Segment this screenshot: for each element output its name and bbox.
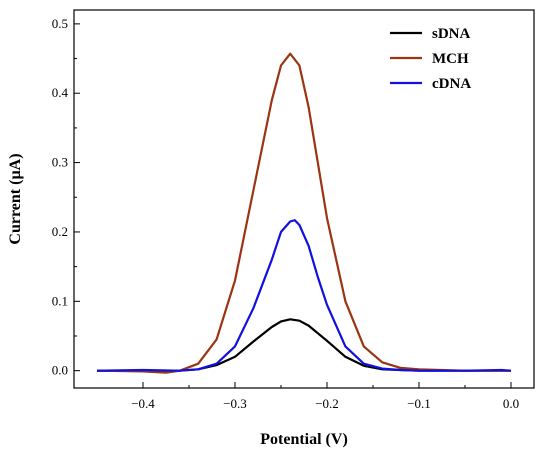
x-tick-label: −0.1 bbox=[407, 396, 431, 411]
y-tick-label: 0.1 bbox=[52, 293, 68, 308]
x-tick-label: −0.3 bbox=[223, 396, 247, 411]
series-line-cdna bbox=[96, 219, 512, 372]
legend-label-cdna: cDNA bbox=[432, 76, 471, 92]
plot-frame bbox=[73, 9, 535, 389]
y-tick-label: 0.4 bbox=[52, 85, 69, 100]
y-tick-label: 0.2 bbox=[52, 224, 68, 239]
series-layer bbox=[96, 52, 512, 374]
y-tick-label: 0.0 bbox=[52, 363, 68, 378]
x-axis-title: Potential (V) bbox=[260, 431, 348, 448]
y-tick-label: 0.3 bbox=[52, 155, 68, 170]
y-tick-label: 0.5 bbox=[52, 16, 68, 31]
series-line-sdna bbox=[97, 318, 511, 372]
x-tick-label: 0.0 bbox=[503, 396, 519, 411]
x-tick-label: −0.2 bbox=[315, 396, 339, 411]
x-tick-label: −0.4 bbox=[131, 396, 155, 411]
legend-label-mch: MCH bbox=[432, 51, 469, 67]
legend-label-sdna: sDNA bbox=[432, 26, 471, 42]
series-line-mch bbox=[96, 52, 511, 374]
legend: sDNA MCH cDNA bbox=[390, 26, 471, 92]
axis-ticks: −0.4 −0.3 −0.2 −0.1 0.0 0.0 0.1 0.2 0.3 0.4 0.5 bbox=[52, 16, 519, 411]
y-axis-title: Current (µA) bbox=[7, 153, 24, 244]
